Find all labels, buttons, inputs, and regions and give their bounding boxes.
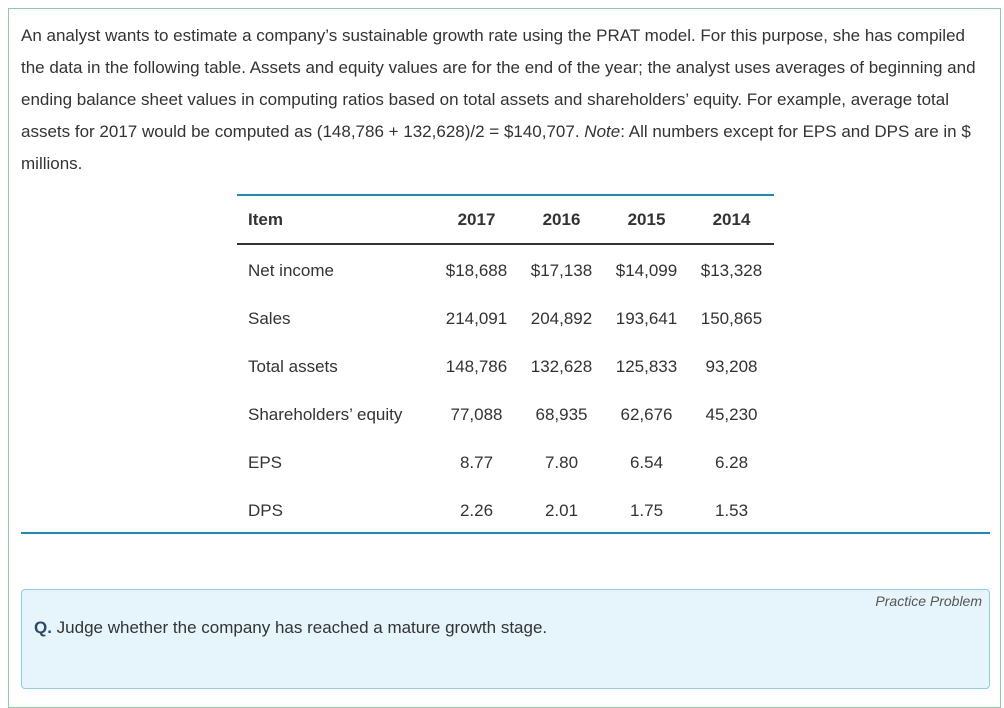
table-cell: 125,833 — [615, 357, 678, 376]
table-cell: 7.80 — [544, 453, 579, 472]
table-cell: 214,091 — [445, 309, 508, 328]
table-cell: 132,628 — [530, 357, 593, 376]
table-cell: 93,208 — [705, 357, 758, 376]
note-label: Note — [584, 122, 621, 141]
header-2015: 2015 — [627, 209, 666, 229]
table-cell: $18,688 — [445, 261, 508, 280]
intro-note-text: : All numbers except for EPS and DPS are… — [21, 122, 971, 173]
financial-data-table: Item 2017 2016 2015 2014 Net income $18,… — [237, 194, 774, 535]
table-cell: 193,641 — [615, 309, 678, 328]
row-label: Net income — [248, 261, 334, 280]
table-row: Net income $18,688 $17,138 $14,099 $13,3… — [237, 244, 774, 295]
table-row: Total assets 148,786 132,628 125,833 93,… — [237, 343, 774, 391]
table-cell: 2.01 — [544, 501, 579, 520]
table-row: DPS 2.26 2.01 1.75 1.53 — [237, 487, 774, 535]
table-row: EPS 8.77 7.80 6.54 6.28 — [237, 439, 774, 487]
table-cell: 8.77 — [459, 453, 494, 472]
row-label: Sales — [248, 309, 291, 328]
question-body: Judge whether the company has reached a … — [51, 618, 548, 637]
table-cell: 77,088 — [450, 405, 503, 424]
table-cell: 68,935 — [535, 405, 588, 424]
table-cell: $17,138 — [530, 261, 593, 280]
header-2014: 2014 — [712, 209, 751, 229]
table-cell: 2.26 — [459, 501, 494, 520]
row-label: Shareholders’ equity — [248, 405, 403, 424]
table-cell: $14,099 — [615, 261, 678, 280]
table-cell: 45,230 — [705, 405, 758, 424]
table-cell: 6.54 — [629, 453, 664, 472]
table-header-row: Item 2017 2016 2015 2014 — [237, 195, 774, 244]
table-cell: 148,786 — [445, 357, 508, 376]
intro-paragraph: An analyst wants to estimate a company’s… — [21, 20, 976, 180]
table-cell: 62,676 — [620, 405, 673, 424]
question-label: Q. — [34, 618, 52, 637]
row-label: Total assets — [248, 357, 338, 376]
table-row: Shareholders’ equity 77,088 68,935 62,67… — [237, 391, 774, 439]
table-cell: 150,865 — [700, 309, 763, 328]
header-2016: 2016 — [542, 209, 581, 229]
practice-problem-box: Practice Problem Q. Judge whether the co… — [21, 589, 990, 689]
intro-text: An analyst wants to estimate a company’s… — [21, 26, 976, 141]
header-item: Item — [248, 209, 283, 229]
row-label: EPS — [248, 453, 283, 472]
header-2017: 2017 — [457, 209, 496, 229]
practice-problem-tag: Practice Problem — [875, 593, 982, 609]
table-cell: 6.28 — [714, 453, 749, 472]
table-cell: 1.75 — [629, 501, 664, 520]
table-bottom-rule — [21, 532, 990, 534]
row-label: DPS — [248, 501, 283, 520]
table-cell: $13,328 — [700, 261, 763, 280]
question-text: Q. Judge whether the company has reached… — [34, 618, 547, 638]
table-row: Sales 214,091 204,892 193,641 150,865 — [237, 295, 774, 343]
table-cell: 204,892 — [530, 309, 593, 328]
table-cell: 1.53 — [714, 501, 749, 520]
